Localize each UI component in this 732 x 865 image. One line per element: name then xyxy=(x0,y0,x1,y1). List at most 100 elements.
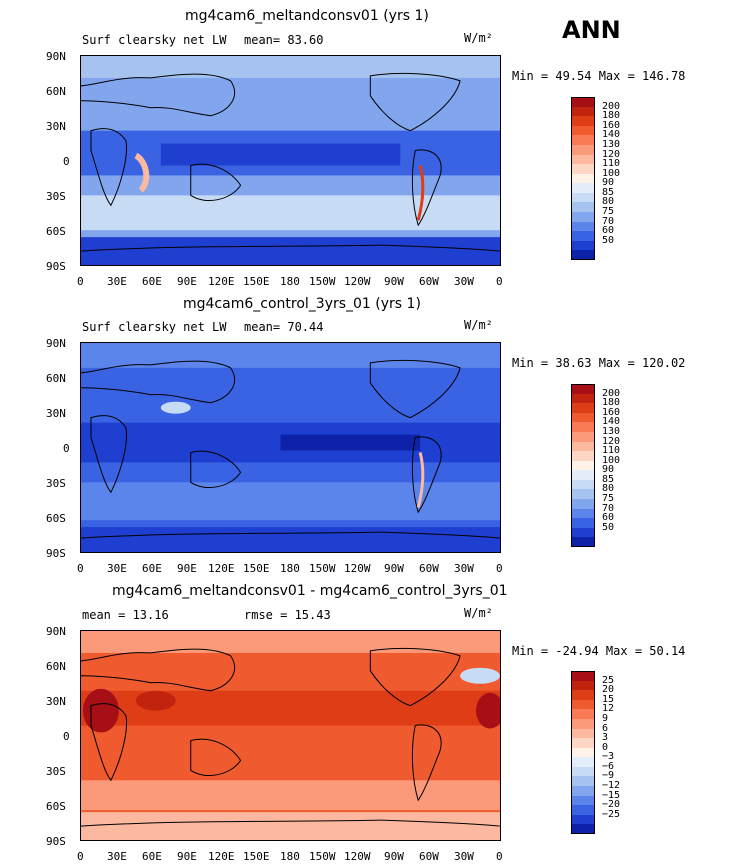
colorbar-swatch xyxy=(571,499,595,510)
panel2-xtick-180: 180 xyxy=(280,562,300,575)
panel1-ytick-30S: 30S xyxy=(46,190,66,203)
panel1-ytick-0: 0 xyxy=(63,155,70,168)
panel2-deep-pool xyxy=(280,434,421,451)
panel1-units: W/m² xyxy=(464,31,493,45)
colorbar-swatch xyxy=(571,125,595,136)
panel3-arctic-band xyxy=(81,631,500,653)
panel2-sahara-light xyxy=(160,401,191,414)
colorbar-swatch xyxy=(571,135,595,146)
panel2-ytick-90N: 90N xyxy=(46,337,66,350)
panel1-xtick-120W: 120W xyxy=(344,275,371,288)
panel1-title: mg4cam6_meltandconsv01 (yrs 1) xyxy=(185,8,429,24)
panel2-colorbar-labels: 200 180 160 140 130 120 110 100 90 85 80 75 70 60 50 xyxy=(602,384,642,547)
colorbar-level-label: 180 xyxy=(602,110,621,122)
panel1-xtick-120E: 120E xyxy=(208,275,235,288)
colorbar-swatch xyxy=(571,814,595,825)
panel2-xtick-90W: 90W xyxy=(384,562,404,575)
colorbar-swatch xyxy=(571,489,595,500)
panel3-xtick-30E: 30E xyxy=(107,850,127,863)
panel3-min-max: Min = -24.94 Max = 50.14 xyxy=(512,644,686,658)
panel3-ytick-60S: 60S xyxy=(46,800,66,813)
panel2-ytick-60S: 60S xyxy=(46,512,66,525)
panel3-title: mg4cam6_meltandconsv01 - mg4cam6_control… xyxy=(112,583,508,599)
colorbar-level-label: 110 xyxy=(602,445,621,457)
panel2-xtick-60E: 60E xyxy=(142,562,162,575)
panel3-colorbar-labels: 25 20 15 12 9 6 3 0 −3 −6 −9 −12 −15 −20 −25 xyxy=(602,671,642,834)
colorbar-level-label: 80 xyxy=(602,483,615,495)
colorbar-swatch xyxy=(571,441,595,452)
colorbar-level-label: 180 xyxy=(602,397,621,409)
colorbar-level-label: 0 xyxy=(602,741,609,753)
panel1-xtick-180: 180 xyxy=(280,275,300,288)
panel3-units: W/m² xyxy=(464,606,493,620)
panel2-min-max: Min = 38.63 Max = 120.02 xyxy=(512,356,686,370)
panel3-atlantic-max xyxy=(82,688,119,733)
colorbar-swatch xyxy=(571,431,595,443)
colorbar-level-label: 80 xyxy=(602,196,615,208)
panel2-antarctic-band xyxy=(81,527,500,552)
panel2-mean-label: mean= 70.44 xyxy=(244,320,324,334)
colorbar-swatch xyxy=(571,250,595,261)
panel2-xtick-60W: 60W xyxy=(419,562,439,575)
colorbar-swatch xyxy=(571,144,595,156)
panel1-africa-warm xyxy=(134,152,150,193)
colorbar-frame xyxy=(571,97,595,260)
panel1-coastlines xyxy=(81,72,500,252)
panel2-xtick-150W: 150W xyxy=(309,562,336,575)
panel3-ytick-30N: 30N xyxy=(46,695,66,708)
colorbar-level-label: 140 xyxy=(602,416,621,428)
colorbar-swatch xyxy=(571,384,595,395)
colorbar-swatch xyxy=(571,106,595,117)
panel1-ytick-90S: 90S xyxy=(46,260,66,273)
colorbar-level-label: 60 xyxy=(602,512,615,524)
colorbar-level-label: 70 xyxy=(602,502,615,514)
panel1-xtick-30E: 30E xyxy=(107,275,127,288)
panel1-xtick-30W: 30W xyxy=(454,275,474,288)
panel2-ytick-0: 0 xyxy=(63,442,70,455)
colorbar-swatch xyxy=(571,718,595,730)
colorbar-swatch xyxy=(571,154,595,165)
colorbar-level-label: 85 xyxy=(602,186,615,198)
panel3-ytick-30S: 30S xyxy=(46,765,66,778)
panel3-mean-label: mean = 13.16 xyxy=(82,608,169,622)
panel3-xtick-180: 180 xyxy=(280,850,300,863)
colorbar-swatch xyxy=(571,393,595,404)
colorbar-level-label: 100 xyxy=(602,454,621,466)
panel2-xtick-120W: 120W xyxy=(344,562,371,575)
colorbar-level-label: 15 xyxy=(602,693,615,705)
panel3-ytick-0: 0 xyxy=(63,730,70,743)
colorbar-swatch xyxy=(571,738,595,749)
colorbar-swatch xyxy=(571,699,595,710)
panel3-xtick-60W: 60W xyxy=(419,850,439,863)
colorbar-swatch xyxy=(571,422,595,433)
colorbar-swatch xyxy=(571,527,595,538)
colorbar-swatch xyxy=(571,451,595,462)
panel2-colorbar xyxy=(571,384,595,548)
colorbar-swatch xyxy=(571,412,595,423)
colorbar-swatch xyxy=(571,776,595,787)
panel2-xtick-30E: 30E xyxy=(107,562,127,575)
panel1-antarctic-band xyxy=(81,237,500,265)
colorbar-level-label: 120 xyxy=(602,435,621,447)
colorbar-level-label: 85 xyxy=(602,473,615,485)
panel2-ytick-30N: 30N xyxy=(46,407,66,420)
panel3-xtick-30W: 30W xyxy=(454,850,474,863)
panel3-ytick-60N: 60N xyxy=(46,660,66,673)
colorbar-level-label: −6 xyxy=(602,760,615,772)
panel1-mean-label: mean= 83.60 xyxy=(244,33,324,47)
panel3-xtick-90E: 90E xyxy=(177,850,197,863)
colorbar-level-label: 160 xyxy=(602,406,621,418)
panel2-xtick-0: 0 xyxy=(77,562,84,575)
colorbar-level-label: 130 xyxy=(602,425,621,437)
panel2-arctic-band xyxy=(81,343,500,368)
colorbar-level-label: 50 xyxy=(602,521,615,533)
panel2-xtick-0-end: 0 xyxy=(496,562,503,575)
panel1-xtick-150W: 150W xyxy=(309,275,336,288)
colorbar-swatch xyxy=(571,221,595,232)
colorbar-level-label: 25 xyxy=(602,674,615,686)
colorbar-level-label: 12 xyxy=(602,703,615,715)
colorbar-swatch xyxy=(571,518,595,529)
panel3-antarctic-band xyxy=(81,812,500,840)
panel1-ytick-60N: 60N xyxy=(46,85,66,98)
panel3-colorbar xyxy=(571,671,595,835)
